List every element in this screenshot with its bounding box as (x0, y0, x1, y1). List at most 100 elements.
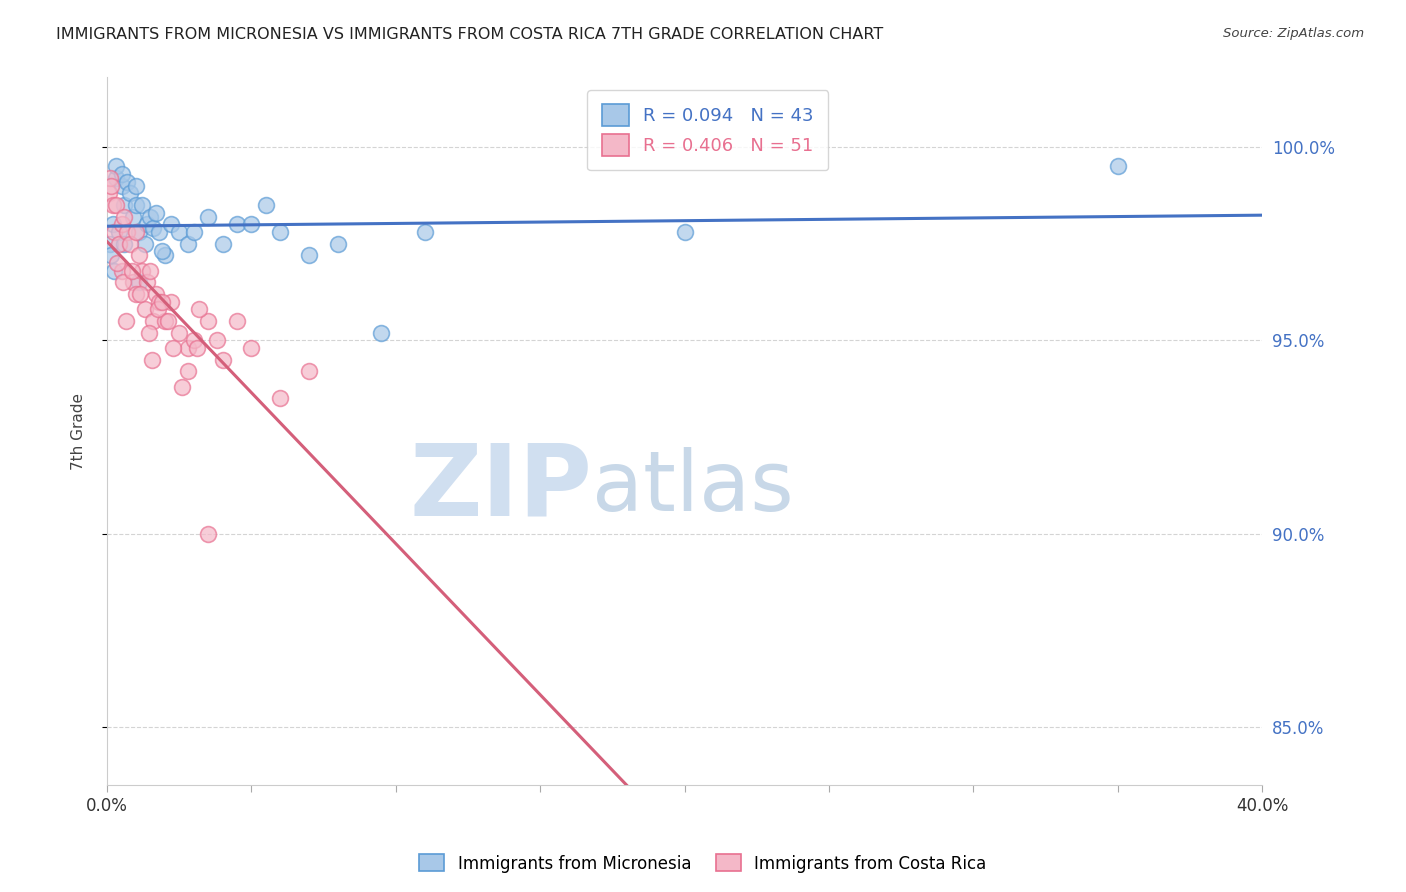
Point (205, 333, 228, 347)
Point (142, 221, 165, 235)
Point (145, 286, 167, 301)
Point (122, 210, 145, 224)
Point (148, 225, 170, 239)
Point (159, 294, 181, 309)
Point (115, 314, 138, 328)
Point (153, 248, 176, 262)
Point (153, 314, 176, 328)
Point (326, 236, 349, 251)
Point (122, 275, 145, 289)
Point (156, 314, 179, 328)
Text: Source: ZipAtlas.com: Source: ZipAtlas.com (1223, 27, 1364, 40)
Point (105, 256, 128, 270)
Point (197, 314, 219, 328)
Point (129, 286, 152, 301)
Point (177, 341, 200, 355)
Point (298, 364, 321, 378)
Point (110, 178, 132, 193)
Point (197, 210, 219, 224)
Point (269, 391, 291, 405)
Point (148, 294, 170, 309)
Text: IMMIGRANTS FROM MICRONESIA VS IMMIGRANTS FROM COSTA RICA 7TH GRADE CORRELATION C: IMMIGRANTS FROM MICRONESIA VS IMMIGRANTS… (56, 27, 883, 42)
Point (370, 326, 392, 340)
Point (183, 225, 205, 239)
Point (125, 286, 148, 301)
Point (159, 217, 181, 231)
Point (117, 225, 139, 239)
Point (673, 225, 696, 239)
Point (110, 263, 132, 277)
Point (150, 294, 173, 309)
Point (162, 341, 184, 355)
Point (298, 248, 321, 262)
Point (139, 210, 162, 224)
Point (240, 217, 263, 231)
Point (100, 248, 122, 262)
Point (141, 352, 163, 367)
Point (186, 341, 208, 355)
Point (128, 275, 150, 289)
Point (226, 217, 249, 231)
Y-axis label: 7th Grade: 7th Grade (72, 392, 86, 469)
Point (136, 217, 159, 231)
Point (142, 314, 165, 328)
Point (269, 225, 291, 239)
Point (98, 236, 121, 251)
Point (125, 178, 148, 193)
Point (183, 333, 205, 347)
Point (188, 302, 211, 317)
Text: ZIP: ZIP (409, 439, 592, 536)
Point (120, 186, 142, 201)
Point (226, 314, 249, 328)
Point (211, 352, 233, 367)
Point (107, 225, 129, 239)
Point (125, 225, 148, 239)
Point (145, 205, 167, 219)
Point (167, 225, 190, 239)
Point (413, 225, 436, 239)
Point (120, 236, 142, 251)
Point (177, 236, 200, 251)
Point (125, 198, 148, 212)
Point (117, 175, 139, 189)
Point (98, 170, 121, 185)
Point (110, 167, 132, 181)
Point (146, 302, 169, 317)
Point (138, 326, 160, 340)
Point (150, 244, 173, 259)
Point (240, 341, 263, 355)
Point (139, 263, 162, 277)
Point (172, 379, 194, 393)
Point (136, 275, 159, 289)
Point (167, 326, 190, 340)
Point (131, 263, 153, 277)
Point (1107, 159, 1129, 173)
Point (110, 217, 132, 231)
Legend: R = 0.094   N = 43, R = 0.406   N = 51: R = 0.094 N = 43, R = 0.406 N = 51 (588, 90, 828, 170)
Point (104, 159, 127, 173)
Point (103, 263, 125, 277)
Point (197, 526, 219, 541)
Point (104, 170, 127, 185)
Point (128, 248, 150, 262)
Point (112, 198, 135, 212)
Point (128, 225, 150, 239)
Point (103, 225, 125, 239)
Point (112, 236, 135, 251)
Legend: Immigrants from Micronesia, Immigrants from Costa Rica: Immigrants from Micronesia, Immigrants f… (412, 847, 994, 880)
Point (211, 236, 233, 251)
Point (111, 275, 134, 289)
Point (134, 236, 156, 251)
Point (112, 210, 135, 224)
Point (97, 186, 120, 201)
Text: atlas: atlas (592, 447, 794, 528)
Point (107, 236, 129, 251)
Point (134, 302, 156, 317)
Point (104, 198, 127, 212)
Point (121, 263, 143, 277)
Point (100, 178, 122, 193)
Point (177, 364, 200, 378)
Point (254, 198, 277, 212)
Point (101, 198, 124, 212)
Point (101, 217, 124, 231)
